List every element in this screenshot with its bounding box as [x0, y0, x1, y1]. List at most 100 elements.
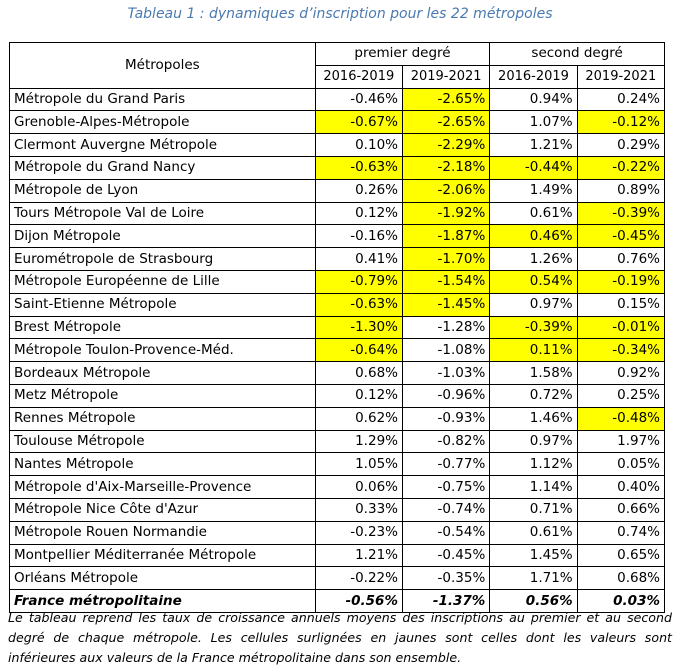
- value-cell: 1.97%: [576, 429, 666, 454]
- total-value-cell: 0.03%: [576, 589, 666, 613]
- value-cell: 0.26%: [314, 178, 403, 203]
- value-cell: 1.58%: [489, 361, 578, 385]
- value-cell: -0.96%: [401, 383, 491, 408]
- value-cell: 0.24%: [576, 87, 666, 112]
- value-cell: -1.28%: [401, 315, 491, 340]
- value-cell: 0.41%: [314, 247, 403, 271]
- metropole-name: Métropole Toulon-Provence-Méd.: [9, 338, 316, 363]
- total-value-cell: 0.56%: [489, 589, 578, 613]
- table-row: Brest Métropole -1.30% -1.28% -0.39% -0.01%: [9, 315, 666, 340]
- value-cell: -0.93%: [401, 406, 491, 431]
- metropole-name: Bordeaux Métropole: [9, 361, 316, 385]
- value-cell: -0.45%: [576, 224, 666, 249]
- table-row: Bordeaux Métropole 0.68% -1.03% 1.58% 0.92%: [9, 361, 666, 385]
- table-row: Clermont Auvergne Métropole 0.10% -2.29% 1.…: [9, 133, 666, 157]
- table-row: Grenoble-Alpes-Métropole -0.67% -2.65% 1.07…: [9, 110, 666, 135]
- metropole-name: Rennes Métropole: [9, 406, 316, 431]
- table-row: Nantes Métropole 1.05% -0.77% 1.12% 0.05%: [9, 452, 666, 477]
- table-row: Rennes Métropole 0.62% -0.93% 1.46% -0.48%: [9, 406, 666, 431]
- value-cell: 1.71%: [489, 566, 578, 591]
- value-cell: 1.49%: [489, 178, 578, 203]
- value-cell: -0.16%: [314, 224, 403, 249]
- header-second-degre: second degré: [489, 42, 665, 66]
- metropole-name: Tours Métropole Val de Loire: [9, 201, 316, 226]
- value-cell: -2.29%: [401, 133, 491, 157]
- enrollment-table: Métropoles premier degré second degré 20…: [9, 42, 666, 613]
- value-cell: -1.54%: [401, 269, 491, 294]
- value-cell: 1.21%: [314, 543, 403, 568]
- value-cell: -0.48%: [576, 406, 666, 431]
- table-row: Métropole Nice Côte d'Azur 0.33% -0.74% 0.7…: [9, 497, 666, 522]
- value-cell: -0.46%: [314, 87, 403, 112]
- value-cell: -1.45%: [401, 292, 491, 317]
- value-cell: -0.79%: [314, 269, 403, 294]
- value-cell: 1.45%: [489, 543, 578, 568]
- value-cell: 0.05%: [576, 452, 666, 477]
- value-cell: -1.30%: [314, 315, 403, 340]
- value-cell: -0.01%: [576, 315, 666, 340]
- value-cell: -0.23%: [314, 520, 403, 545]
- value-cell: 0.68%: [314, 361, 403, 385]
- value-cell: 0.10%: [314, 133, 403, 157]
- table-row: Saint-Etienne Métropole -0.63% -1.45% 0.97%…: [9, 292, 666, 317]
- table-caption: Tableau 1 : dynamiques d’inscription pou…: [127, 6, 553, 22]
- value-cell: -0.45%: [401, 543, 491, 568]
- metropole-name: Orléans Métropole: [9, 566, 316, 591]
- value-cell: 1.26%: [489, 247, 578, 271]
- table-row: Métropole Rouen Normandie -0.23% -0.54% 0.6…: [9, 520, 666, 545]
- value-cell: 0.92%: [576, 361, 666, 385]
- value-cell: 0.25%: [576, 383, 666, 408]
- table-row: Orléans Métropole -0.22% -0.35% 1.71% 0.68%: [9, 566, 666, 591]
- table-row: Toulouse Métropole 1.29% -0.82% 0.97% 1.97%: [9, 429, 666, 454]
- value-cell: -0.12%: [576, 110, 666, 135]
- value-cell: -0.22%: [314, 566, 403, 591]
- value-cell: 1.21%: [489, 133, 578, 157]
- header-period: 2019-2021: [401, 64, 491, 89]
- metropole-name: Montpellier Méditerranée Métropole: [9, 543, 316, 568]
- value-cell: 0.61%: [489, 201, 578, 226]
- value-cell: -2.18%: [401, 155, 491, 180]
- table-row: Métropole de Lyon 0.26% -2.06% 1.49% 0.89%: [9, 178, 666, 203]
- value-cell: -2.06%: [401, 178, 491, 203]
- value-cell: -0.35%: [401, 566, 491, 591]
- value-cell: -1.03%: [401, 361, 491, 385]
- value-cell: 0.74%: [576, 520, 666, 545]
- metropole-name: Grenoble-Alpes-Métropole: [9, 110, 316, 135]
- table-row: Métropole du Grand Paris -0.46% -2.65% 0.94…: [9, 87, 666, 112]
- header-premier-degre: premier degré: [314, 42, 491, 66]
- metropole-name: Nantes Métropole: [9, 452, 316, 477]
- value-cell: -0.19%: [576, 269, 666, 294]
- metropole-name: Brest Métropole: [9, 315, 316, 340]
- value-cell: 0.72%: [489, 383, 578, 408]
- value-cell: 1.05%: [314, 452, 403, 477]
- total-value-cell: -1.37%: [401, 589, 491, 613]
- value-cell: -0.82%: [401, 429, 491, 454]
- value-cell: 0.71%: [489, 497, 578, 522]
- value-cell: 0.11%: [489, 338, 578, 363]
- value-cell: -0.64%: [314, 338, 403, 363]
- value-cell: -0.54%: [401, 520, 491, 545]
- metropole-name: Métropole d'Aix-Marseille-Provence: [9, 475, 316, 499]
- value-cell: 0.65%: [576, 543, 666, 568]
- value-cell: 0.40%: [576, 475, 666, 499]
- metropole-name: Métropole Rouen Normandie: [9, 520, 316, 545]
- total-row: France métropolitaine -0.56% -1.37% 0.56% 0.…: [9, 589, 666, 613]
- value-cell: 1.29%: [314, 429, 403, 454]
- value-cell: -2.65%: [401, 87, 491, 112]
- metropole-name: Métropole Européenne de Lille: [9, 269, 316, 294]
- header-period: 2016-2019: [489, 64, 578, 89]
- table-row: Tours Métropole Val de Loire 0.12% -1.92% 0…: [9, 201, 666, 226]
- table-row: Metz Métropole 0.12% -0.96% 0.72% 0.25%: [9, 383, 666, 408]
- value-cell: 1.46%: [489, 406, 578, 431]
- table-row: Dijon Métropole -0.16% -1.87% 0.46% -0.45%: [9, 224, 666, 249]
- metropole-name: Métropole du Grand Nancy: [9, 155, 316, 180]
- value-cell: 0.62%: [314, 406, 403, 431]
- value-cell: -0.39%: [576, 201, 666, 226]
- metropole-name: Dijon Métropole: [9, 224, 316, 249]
- metropole-name: Métropole du Grand Paris: [9, 87, 316, 112]
- value-cell: 0.46%: [489, 224, 578, 249]
- value-cell: 0.76%: [576, 247, 666, 271]
- value-cell: -1.08%: [401, 338, 491, 363]
- table-row: Montpellier Méditerranée Métropole 1.21% -…: [9, 543, 666, 568]
- header-period: 2016-2019: [314, 64, 403, 89]
